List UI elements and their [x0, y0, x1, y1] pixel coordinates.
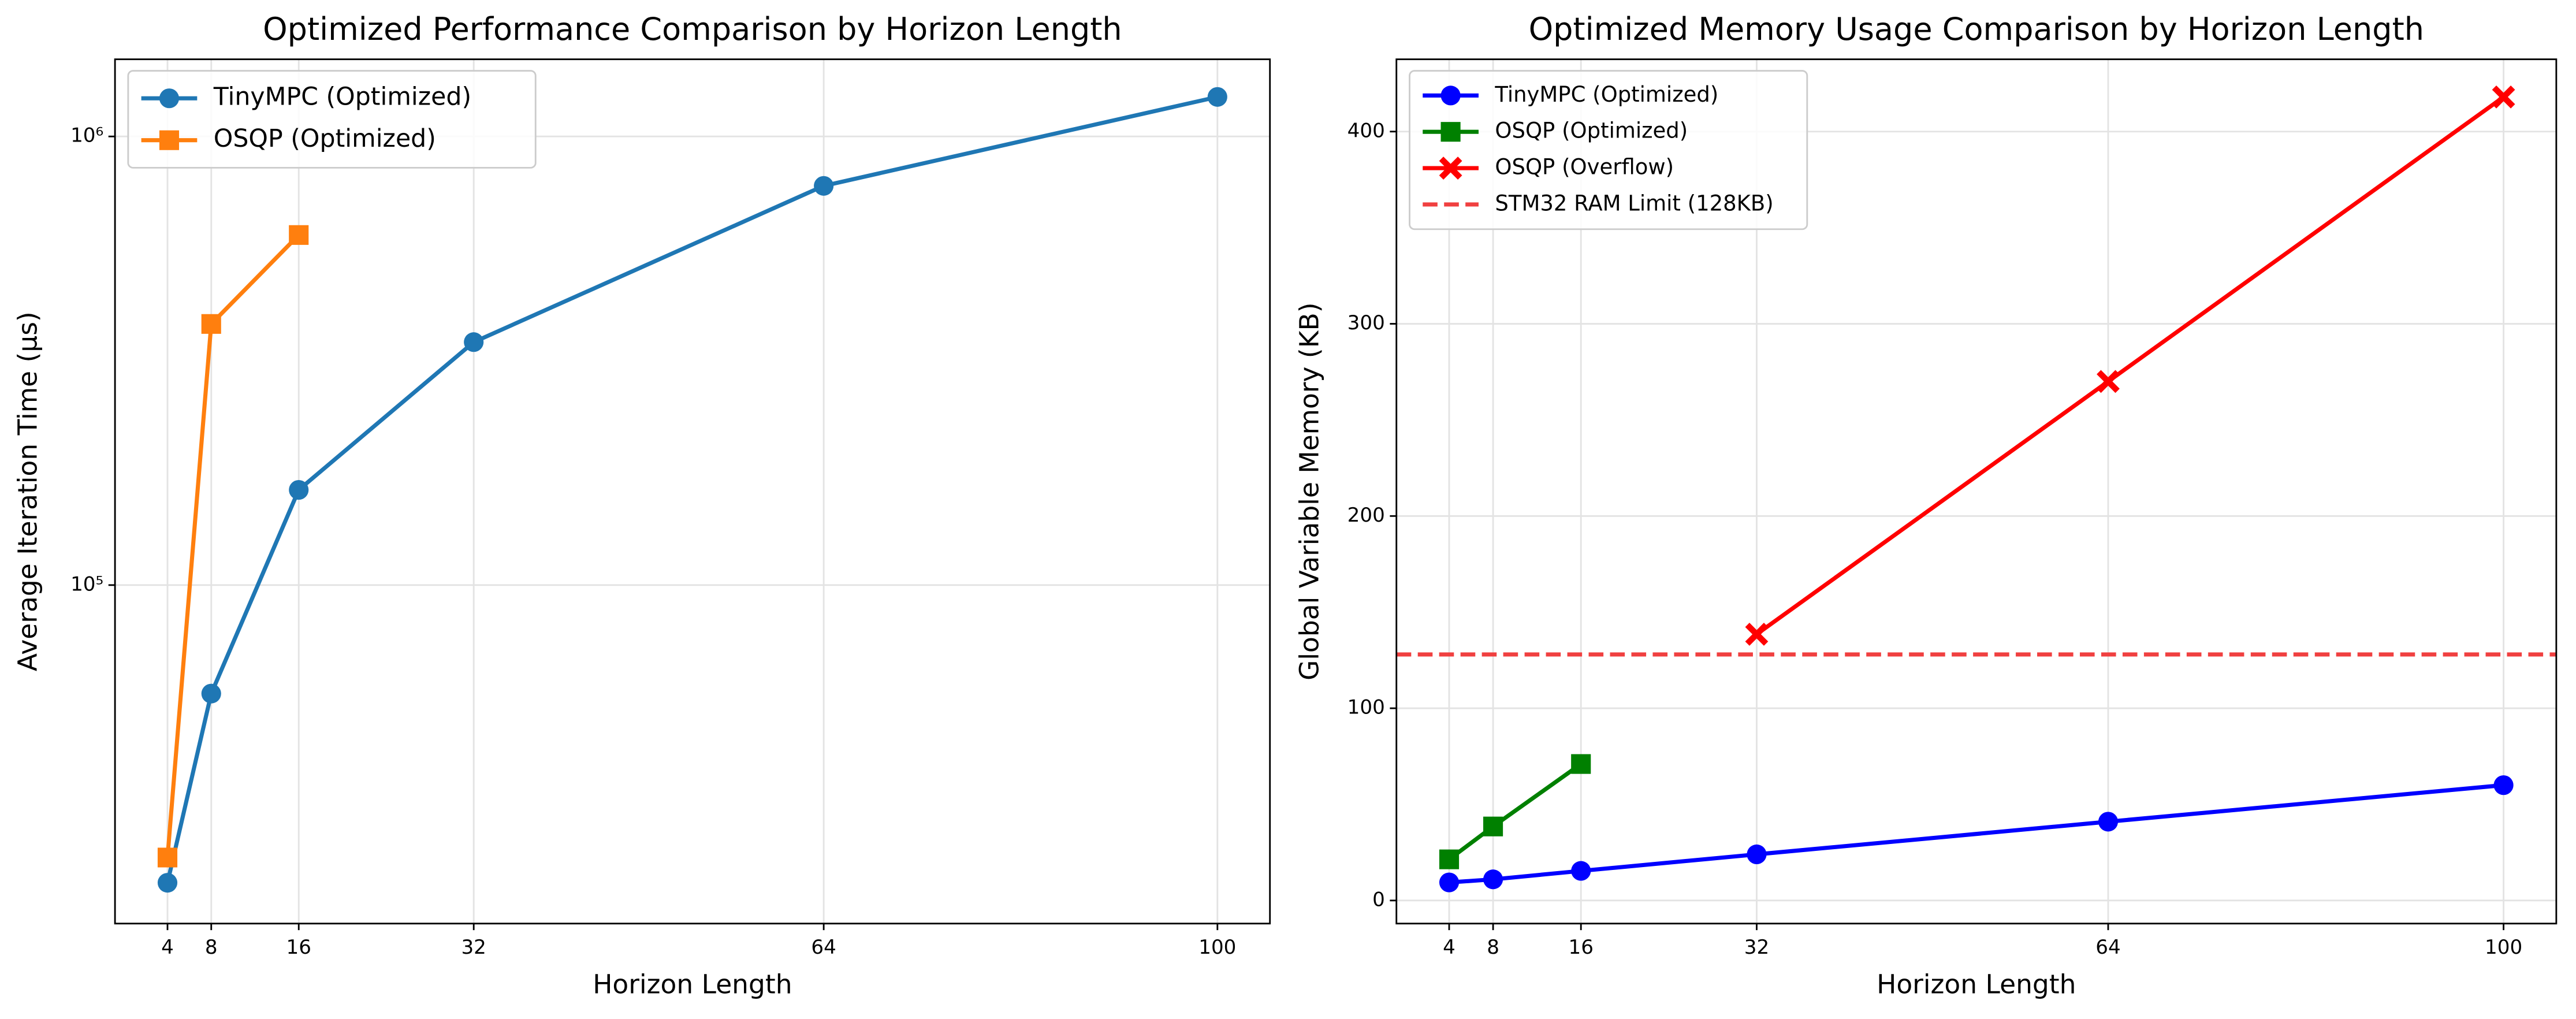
y-axis-label: Global Variable Memory (KB)	[1294, 303, 1324, 680]
x-tick-label: 64	[2095, 936, 2120, 959]
marker	[1207, 87, 1227, 107]
legend-label: OSQP (Optimized)	[214, 124, 436, 153]
marker	[814, 176, 834, 196]
marker	[1483, 869, 1503, 890]
series-line	[1447, 762, 1583, 861]
marker	[2492, 85, 2515, 109]
panel: 4 8 16 32 64 100 10⁵ 10⁶ Optimized Performance C…	[13, 11, 1271, 999]
marker	[1745, 623, 1769, 646]
marker	[1747, 844, 1767, 865]
chart-title: Optimized Memory Usage Comparison by Hor…	[1529, 11, 2424, 47]
marker	[201, 314, 221, 334]
x-tick-label: 16	[286, 936, 311, 959]
marker	[157, 873, 178, 893]
legend-marker	[159, 130, 180, 150]
x-tick-label: 64	[811, 936, 836, 959]
x-tick-label: 8	[205, 936, 218, 959]
legend-label: OSQP (Overflow)	[1495, 155, 1674, 180]
legend-marker	[159, 88, 180, 109]
y-tick-label: 0	[1372, 888, 1385, 911]
marker	[1571, 754, 1591, 774]
plot-frame	[114, 58, 1271, 925]
x-tick-label: 32	[461, 936, 486, 959]
legend-marker	[1439, 157, 1462, 180]
legend-marker	[1440, 85, 1461, 106]
x-tick-label: 32	[1744, 936, 1769, 959]
series-line	[165, 95, 1218, 883]
marker	[464, 332, 484, 352]
y-tick-label: 10⁶	[70, 124, 103, 147]
legend-box	[127, 70, 537, 169]
plot-frame	[1395, 58, 2558, 925]
x-tick-label: 4	[1443, 936, 1455, 959]
legend-box	[1409, 70, 1808, 230]
marker	[2493, 775, 2514, 795]
panel: 4 8 16 32 64 100 0 100 200 300 400 Optimized Memory…	[1294, 11, 2558, 999]
marker	[1571, 861, 1591, 881]
x-axis-label: Horizon Length	[593, 969, 792, 999]
y-axis-label: Average Iteration Time (μs)	[13, 311, 43, 671]
marker	[1439, 849, 1460, 869]
marker	[1483, 816, 1503, 836]
legend-label: STM32 RAM Limit (128KB)	[1495, 191, 1773, 215]
legend-label: OSQP (Optimized)	[1495, 118, 1688, 143]
marker	[289, 479, 309, 500]
series-line	[1449, 783, 2504, 885]
x-tick-label: 100	[2485, 936, 2522, 959]
series-line	[1755, 95, 2505, 636]
legend-marker	[1440, 122, 1461, 142]
legend: TinyMPC (Optimized) OSQP (Optimized)	[127, 70, 537, 169]
marker	[157, 847, 178, 868]
y-tick-label: 10⁵	[70, 572, 103, 596]
x-tick-label: 16	[1568, 936, 1593, 959]
x-tick-label: 100	[1198, 936, 1236, 959]
marker	[2098, 812, 2119, 832]
marker	[201, 683, 221, 704]
marker	[289, 225, 309, 245]
legend-label: TinyMPC (Optimized)	[1494, 82, 1718, 107]
marker	[2097, 370, 2120, 393]
y-tick-label: 400	[1347, 119, 1385, 142]
y-tick-label: 200	[1347, 504, 1385, 527]
legend-label: TinyMPC (Optimized)	[213, 83, 471, 111]
x-axis-label: Horizon Length	[1877, 969, 2076, 999]
legend: TinyMPC (Optimized) OSQP (Optimized) OSQP …	[1409, 70, 1808, 230]
marker	[1439, 872, 1460, 892]
y-tick-label: 100	[1347, 696, 1385, 719]
x-tick-label: 8	[1487, 936, 1499, 959]
series-line	[165, 233, 300, 858]
y-tick-label: 300	[1347, 311, 1385, 334]
chart-title: Optimized Performance Comparison by Hori…	[263, 11, 1122, 47]
x-tick-label: 4	[161, 936, 174, 959]
